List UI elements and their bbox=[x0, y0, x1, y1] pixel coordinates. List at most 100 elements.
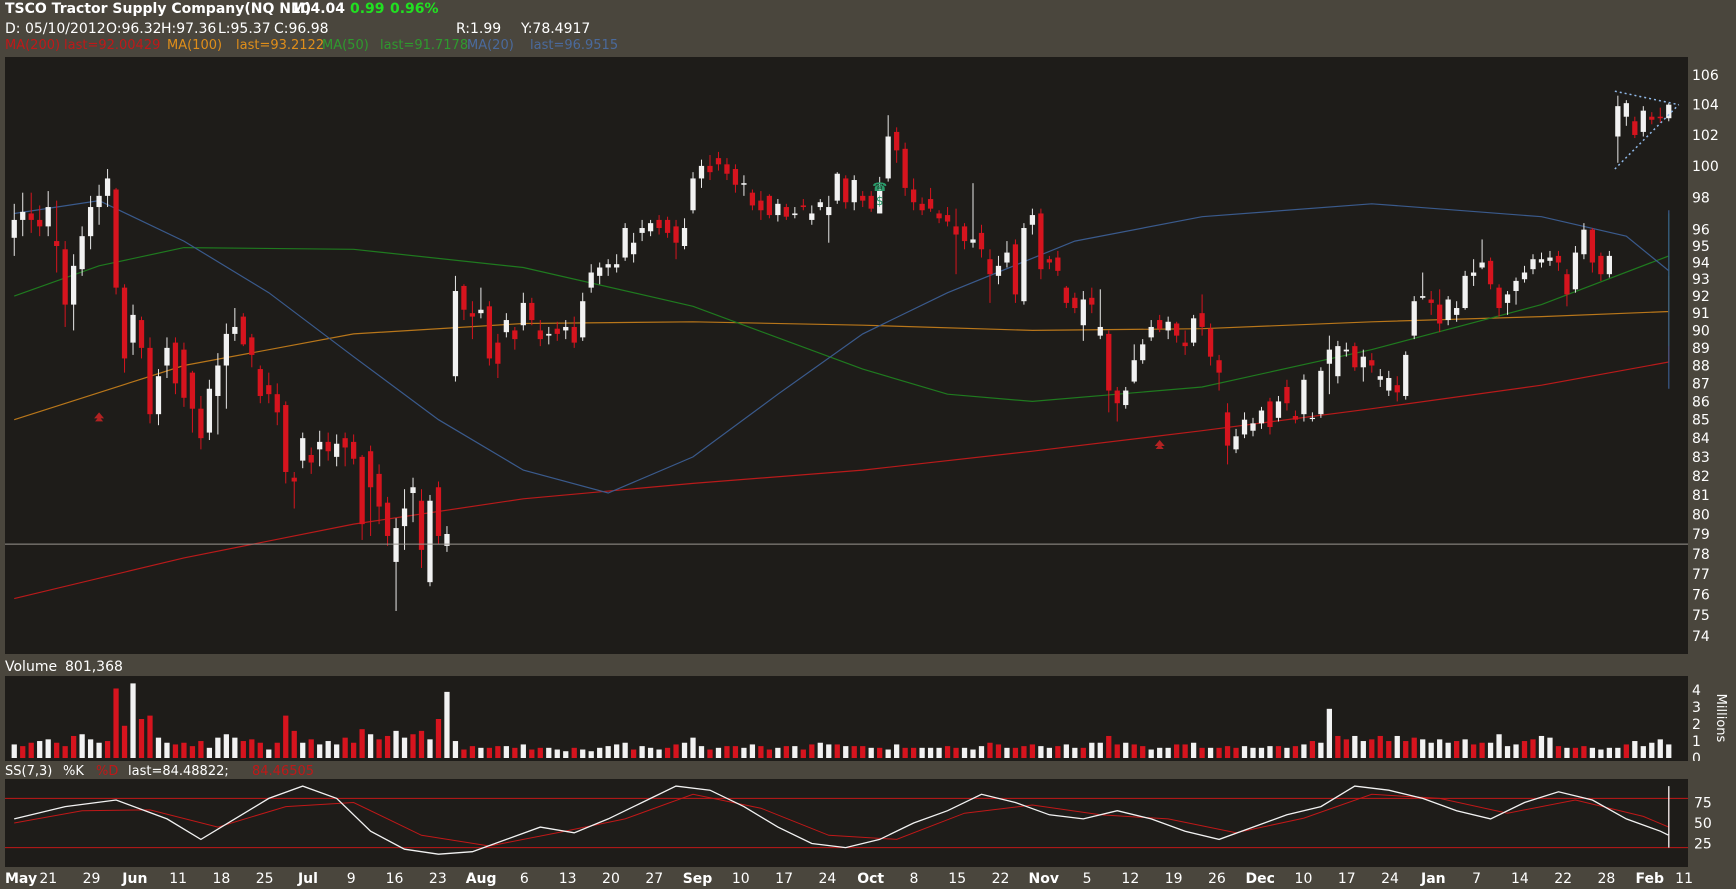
price-tick-label: 98 bbox=[1692, 190, 1710, 206]
volume-bar bbox=[1437, 739, 1443, 758]
volume-bar bbox=[1589, 747, 1596, 758]
candle-up bbox=[1140, 344, 1146, 361]
x-axis-label: 8 bbox=[909, 871, 918, 887]
volume-bar bbox=[96, 742, 102, 758]
volume-bar bbox=[181, 742, 187, 758]
volume-bar bbox=[1174, 744, 1180, 758]
candle-up bbox=[1004, 252, 1010, 263]
volume-bar bbox=[766, 749, 773, 758]
stoch-k-label: %K bbox=[63, 764, 84, 779]
volume-tick-label: 0 bbox=[1692, 751, 1701, 767]
x-axis-label: Jan bbox=[1420, 871, 1446, 887]
ohlc-open: O:96.32 bbox=[106, 21, 162, 37]
stoch-last-k: last=84.48822; bbox=[128, 764, 229, 779]
volume-bar bbox=[1470, 744, 1477, 758]
volume-bar bbox=[1572, 747, 1579, 758]
volume-bar bbox=[206, 747, 213, 758]
volume-bar bbox=[1309, 741, 1316, 758]
stoch-last-d: 84.46505 bbox=[252, 764, 314, 779]
x-axis-label: Feb bbox=[1635, 871, 1664, 887]
candle-up bbox=[444, 533, 450, 546]
volume-bar bbox=[554, 749, 560, 758]
candle-down bbox=[189, 372, 196, 409]
volume-axis-title: Millions bbox=[1713, 694, 1728, 743]
volume-bar bbox=[189, 746, 196, 758]
candle-up bbox=[597, 267, 603, 276]
x-axis-label: Sep bbox=[683, 871, 713, 887]
price-tick-label: 91 bbox=[1692, 306, 1710, 322]
candle-up bbox=[622, 228, 628, 258]
volume-bar bbox=[1148, 749, 1154, 758]
candle-down bbox=[664, 219, 671, 233]
volume-bar bbox=[291, 730, 297, 758]
candle-down bbox=[308, 454, 314, 463]
price-tick-label: 90 bbox=[1692, 323, 1710, 339]
candle-up bbox=[1360, 356, 1366, 368]
candle-up bbox=[563, 326, 569, 331]
volume-bar bbox=[1555, 746, 1562, 758]
ohlc-low: L:95.37 bbox=[218, 21, 271, 37]
price-tick-label: 87 bbox=[1692, 376, 1710, 392]
candle-up bbox=[647, 223, 654, 232]
candle-down bbox=[1369, 360, 1375, 366]
volume-bar bbox=[104, 741, 111, 758]
price-tick-label: 102 bbox=[1692, 128, 1719, 144]
volume-bar bbox=[1496, 734, 1502, 758]
volume-bar bbox=[79, 734, 85, 758]
volume-bar bbox=[1089, 742, 1095, 758]
candle-up bbox=[1470, 272, 1477, 276]
candle-down bbox=[62, 249, 68, 305]
volume-bar bbox=[843, 746, 849, 758]
volume-bar bbox=[164, 742, 170, 758]
candle-down bbox=[37, 219, 43, 227]
candle-up bbox=[1547, 257, 1553, 261]
candle-up bbox=[1233, 436, 1239, 450]
volume-bar bbox=[138, 719, 145, 758]
volume-bar bbox=[1640, 746, 1646, 758]
volume-bar bbox=[427, 739, 433, 758]
stoch-panel bbox=[5, 779, 1688, 867]
volume-bar bbox=[894, 744, 900, 758]
candle-down bbox=[902, 148, 908, 188]
candle-down bbox=[1649, 116, 1655, 120]
x-axis-label: 6 bbox=[520, 871, 529, 887]
volume-bar bbox=[944, 746, 951, 758]
price-tick-label: 81 bbox=[1692, 488, 1710, 504]
volume-bar bbox=[1513, 744, 1519, 758]
candle-up bbox=[1343, 349, 1349, 352]
candle-up bbox=[164, 347, 170, 366]
volume-bar bbox=[1182, 744, 1188, 758]
x-axis-label: 28 bbox=[1598, 871, 1616, 887]
candle-down bbox=[1216, 360, 1222, 373]
candle-up bbox=[1309, 417, 1316, 420]
volume-bar bbox=[461, 749, 467, 758]
candle-up bbox=[1606, 255, 1612, 275]
x-axis-label: 14 bbox=[1511, 871, 1529, 887]
volume-bar bbox=[401, 737, 408, 758]
volume-bar bbox=[529, 749, 535, 758]
x-axis-label: 7 bbox=[1472, 871, 1481, 887]
volume-bar bbox=[614, 744, 620, 758]
volume-bar bbox=[1097, 742, 1103, 758]
volume-bar bbox=[1072, 747, 1078, 758]
volume-bar bbox=[1123, 742, 1129, 758]
x-axis-label: May bbox=[5, 871, 37, 887]
volume-bar bbox=[1343, 739, 1349, 758]
volume-bar bbox=[902, 747, 908, 758]
r-value: R:1.99 bbox=[456, 21, 502, 37]
volume-bar bbox=[1224, 746, 1231, 758]
candle-down bbox=[749, 192, 756, 206]
candle-up bbox=[1275, 401, 1282, 418]
candle-down bbox=[257, 369, 263, 396]
volume-bar bbox=[860, 746, 866, 758]
volume-tick-label: 3 bbox=[1692, 700, 1701, 716]
volume-bar bbox=[1140, 746, 1146, 758]
volume-bar bbox=[1131, 744, 1137, 758]
volume-bar bbox=[393, 730, 399, 758]
x-axis-label: 22 bbox=[1554, 871, 1572, 887]
chart-header: TSCO Tractor Supply Company(NQ NM) 104.0… bbox=[0, 0, 1736, 56]
volume-bar bbox=[885, 749, 891, 758]
volume-bar bbox=[155, 737, 162, 758]
candle-down bbox=[1284, 386, 1290, 404]
price-tick-label: 78 bbox=[1692, 547, 1710, 563]
